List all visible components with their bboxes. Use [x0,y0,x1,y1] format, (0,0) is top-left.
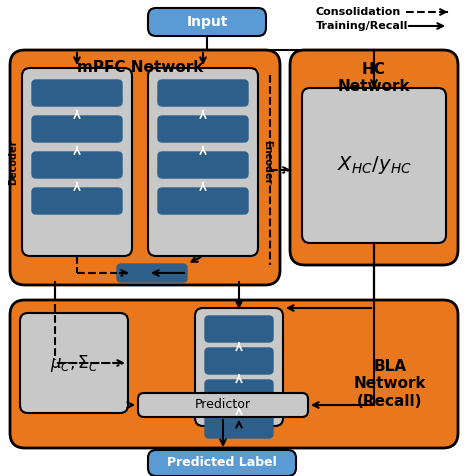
FancyBboxPatch shape [20,313,128,413]
Text: $\boldsymbol{\mathit{X}}_{HC}/\boldsymbol{\mathit{y}}_{HC}$: $\boldsymbol{\mathit{X}}_{HC}/\boldsymbo… [336,155,411,177]
Text: HC
Network: HC Network [338,62,410,94]
Text: Decoder: Decoder [8,139,18,185]
FancyBboxPatch shape [117,264,187,282]
FancyBboxPatch shape [205,412,273,438]
FancyBboxPatch shape [158,152,248,178]
FancyBboxPatch shape [302,88,446,243]
FancyBboxPatch shape [205,380,273,406]
Text: Predictor: Predictor [195,398,251,411]
Text: Consolidation: Consolidation [316,7,401,17]
FancyBboxPatch shape [158,80,248,106]
FancyBboxPatch shape [32,152,122,178]
FancyBboxPatch shape [10,300,458,448]
Text: Predicted Label: Predicted Label [167,456,277,469]
FancyBboxPatch shape [290,50,458,265]
FancyBboxPatch shape [10,50,280,285]
FancyBboxPatch shape [148,450,296,476]
FancyBboxPatch shape [148,68,258,256]
Text: Encoder: Encoder [262,140,272,184]
Text: $\mu_C, \Sigma_C$: $\mu_C, \Sigma_C$ [50,353,98,374]
FancyBboxPatch shape [32,80,122,106]
Text: Training/Recall: Training/Recall [316,21,409,31]
FancyBboxPatch shape [148,8,266,36]
FancyBboxPatch shape [205,316,273,342]
FancyBboxPatch shape [205,348,273,374]
FancyBboxPatch shape [158,116,248,142]
FancyBboxPatch shape [32,188,122,214]
FancyBboxPatch shape [138,393,308,417]
Text: BLA
Network
(Recall): BLA Network (Recall) [354,359,426,409]
FancyBboxPatch shape [22,68,132,256]
FancyBboxPatch shape [195,308,283,426]
Text: Input: Input [186,15,228,29]
FancyBboxPatch shape [32,116,122,142]
Text: mPFC Network: mPFC Network [77,60,203,75]
FancyBboxPatch shape [158,188,248,214]
